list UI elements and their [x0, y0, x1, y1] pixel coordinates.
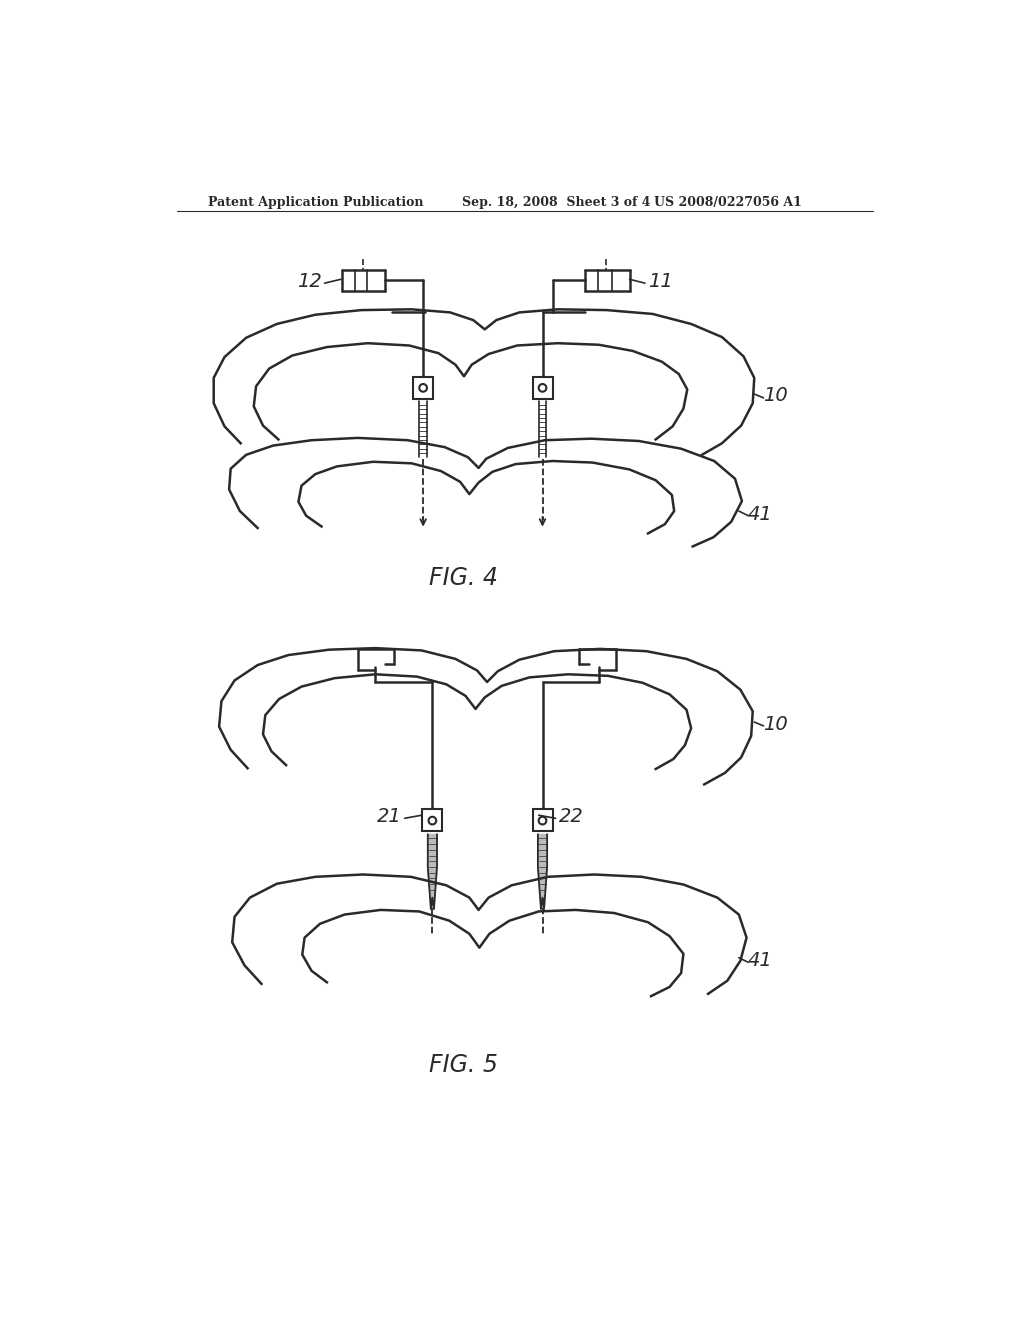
Text: US 2008/0227056 A1: US 2008/0227056 A1 [654, 195, 802, 209]
Bar [532, 378, 553, 399]
Text: FIG. 5: FIG. 5 [429, 1053, 498, 1077]
Text: Patent Application Publication: Patent Application Publication [208, 195, 423, 209]
Bar [413, 378, 433, 399]
Bar [532, 809, 553, 830]
Text: 12: 12 [297, 272, 322, 292]
Text: Sep. 18, 2008  Sheet 3 of 4: Sep. 18, 2008 Sheet 3 of 4 [462, 195, 650, 209]
Bar [422, 809, 442, 830]
Text: 10: 10 [764, 715, 788, 734]
Polygon shape [428, 834, 437, 909]
Text: FIG. 4: FIG. 4 [429, 566, 498, 590]
Text: 41: 41 [749, 952, 773, 970]
Text: 21: 21 [377, 808, 401, 826]
Polygon shape [538, 834, 547, 909]
Text: 41: 41 [749, 504, 773, 524]
Text: 11: 11 [648, 272, 673, 292]
Text: 10: 10 [764, 385, 788, 405]
Text: 22: 22 [559, 808, 584, 826]
